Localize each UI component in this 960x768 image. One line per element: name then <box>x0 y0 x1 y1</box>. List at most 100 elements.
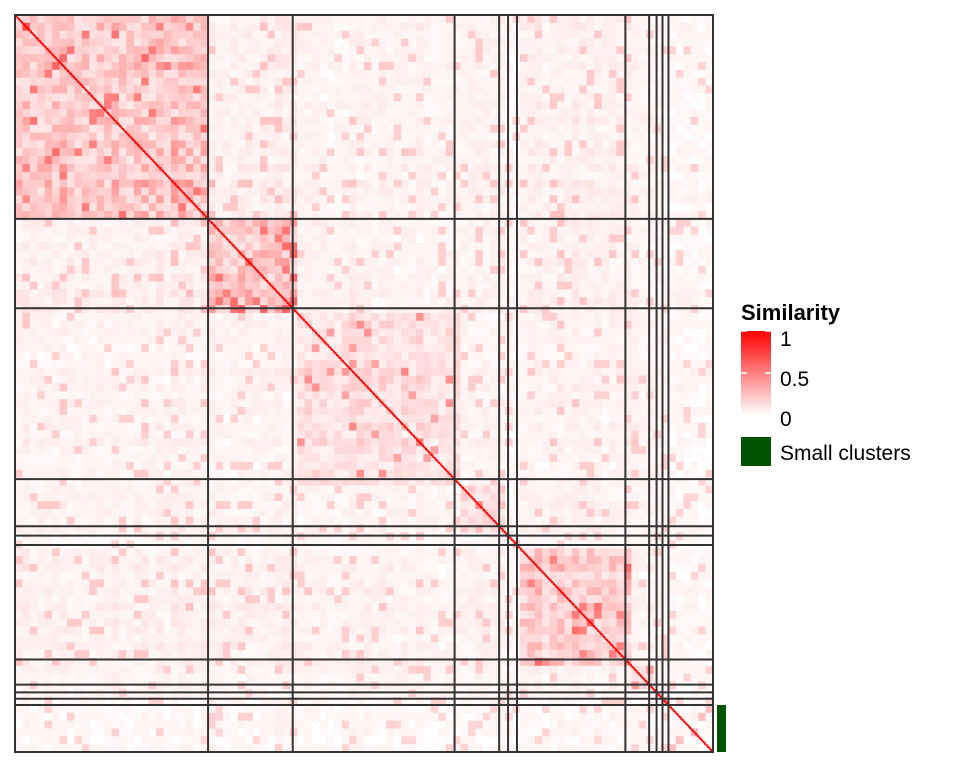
heatmap-cell <box>215 85 224 94</box>
heatmap-cell <box>460 422 469 431</box>
heatmap-cell <box>156 179 164 188</box>
heatmap-cell <box>37 407 46 416</box>
heatmap-cell <box>148 101 157 110</box>
heatmap-cell <box>193 62 201 71</box>
heatmap-cell <box>386 187 395 196</box>
heatmap-cell <box>74 101 83 110</box>
heatmap-cell <box>89 101 97 110</box>
heatmap-cell <box>564 179 573 188</box>
heatmap-cell <box>690 234 699 243</box>
heatmap-cell <box>356 422 365 431</box>
heatmap-cell <box>200 344 209 353</box>
heatmap-cell <box>549 187 558 196</box>
heatmap-cell <box>408 116 417 126</box>
heatmap-cell <box>141 359 149 369</box>
heatmap-cell <box>571 132 580 141</box>
heatmap-cell <box>334 258 343 267</box>
heatmap-cell <box>378 203 387 212</box>
heatmap-cell <box>304 46 313 55</box>
heatmap-cell <box>460 218 469 227</box>
heatmap-cell <box>215 258 224 267</box>
heatmap-cell <box>59 414 68 423</box>
heatmap-cell <box>326 15 335 24</box>
heatmap-cell <box>616 328 625 337</box>
heatmap-cell <box>616 69 625 79</box>
heatmap-cell <box>475 336 484 345</box>
heatmap-cell <box>297 109 305 118</box>
heatmap-cell <box>430 46 439 55</box>
heatmap-cell <box>185 344 194 353</box>
heatmap-cell <box>475 281 484 290</box>
heatmap-cell <box>274 414 283 423</box>
heatmap-cell <box>111 320 120 329</box>
heatmap-cell <box>401 132 409 141</box>
heatmap-cell <box>178 109 187 118</box>
heatmap-cell <box>542 116 550 126</box>
heatmap-cell <box>237 383 246 392</box>
heatmap-cell <box>81 407 90 416</box>
heatmap-cell <box>89 218 97 227</box>
heatmap-cell <box>631 391 640 400</box>
heatmap-cell <box>96 273 105 282</box>
heatmap-cell <box>401 148 409 157</box>
heatmap-cell <box>208 171 216 180</box>
heatmap-cell <box>66 375 75 384</box>
heatmap-cell <box>193 77 201 86</box>
heatmap-cell <box>609 46 617 55</box>
heatmap-cell <box>378 77 387 86</box>
heatmap-cell <box>274 328 283 337</box>
heatmap-cell <box>453 46 461 55</box>
heatmap-cell <box>74 179 83 188</box>
heatmap-cell <box>282 281 291 290</box>
heatmap-cell <box>304 140 313 149</box>
heatmap-cell <box>349 281 357 290</box>
heatmap-cell <box>356 15 365 24</box>
heatmap-cell <box>557 312 565 322</box>
heatmap-cell <box>282 156 291 165</box>
heatmap-cell <box>482 211 491 220</box>
heatmap-cell <box>356 407 365 416</box>
heatmap-cell <box>326 218 335 227</box>
heatmap-cell <box>267 203 276 212</box>
heatmap-cell <box>312 171 320 180</box>
heatmap-cell <box>163 187 172 196</box>
heatmap-cell <box>497 250 506 259</box>
heatmap-cell <box>356 163 365 173</box>
heatmap-cell <box>423 148 432 157</box>
heatmap-cell <box>519 46 528 55</box>
heatmap-cell <box>156 203 164 212</box>
heatmap-cell <box>89 265 97 275</box>
heatmap-cell <box>705 336 714 345</box>
heatmap-cell <box>542 336 550 345</box>
heatmap-cell <box>519 258 528 267</box>
heatmap-cell <box>623 77 632 86</box>
heatmap-cell <box>282 399 291 408</box>
heatmap-cell <box>66 218 75 227</box>
heatmap-cell <box>549 195 558 204</box>
heatmap-cell <box>668 312 677 322</box>
heatmap-cell <box>378 281 387 290</box>
heatmap-cell <box>237 77 246 86</box>
heatmap-cell <box>690 46 699 55</box>
heatmap-cell <box>356 101 365 110</box>
heatmap-cell <box>571 46 580 55</box>
heatmap-cell <box>334 265 343 275</box>
heatmap-cell <box>393 250 402 259</box>
heatmap-cell <box>260 297 268 306</box>
heatmap-cell <box>705 367 714 376</box>
heatmap-cell <box>482 179 491 188</box>
heatmap-cell <box>118 54 127 63</box>
heatmap-cell <box>185 62 194 71</box>
heatmap-cell <box>185 375 194 384</box>
heatmap-cell <box>490 163 498 173</box>
heatmap-cell <box>349 93 357 102</box>
heatmap-cell <box>200 352 209 361</box>
heatmap-cell <box>312 140 320 149</box>
heatmap-cell <box>438 116 446 126</box>
heatmap-cell <box>252 344 261 353</box>
heatmap-cell <box>668 265 677 275</box>
heatmap-cell <box>519 109 528 118</box>
heatmap-cell <box>415 85 424 94</box>
heatmap-cell <box>705 163 714 173</box>
heatmap-cell <box>356 359 365 369</box>
